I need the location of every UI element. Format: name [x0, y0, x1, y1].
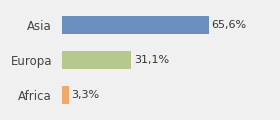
Bar: [62, 86, 69, 104]
Text: 65,6%: 65,6%: [211, 20, 246, 30]
Text: 3,3%: 3,3%: [72, 90, 100, 100]
Text: 31,1%: 31,1%: [134, 55, 169, 65]
Bar: [62, 51, 131, 69]
Bar: [62, 16, 209, 34]
